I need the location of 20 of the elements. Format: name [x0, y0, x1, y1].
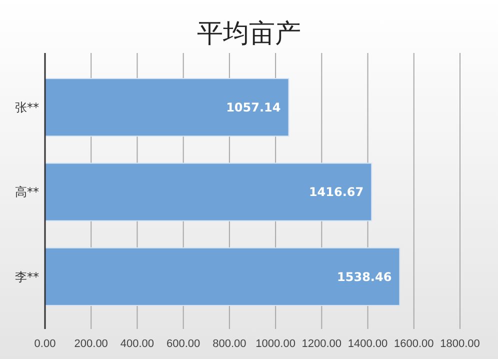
- y-tick-label: 高**: [15, 185, 39, 200]
- y-tick-label: 张**: [15, 100, 39, 115]
- data-label: 1416.67: [308, 185, 364, 200]
- x-tick-label: 0.00: [34, 338, 56, 350]
- x-tick-label: 800.00: [212, 338, 246, 350]
- bar: [44, 78, 290, 137]
- chart-title: 平均亩产: [197, 19, 301, 49]
- x-tick-label: 200.00: [74, 338, 108, 350]
- data-label: 1057.14: [226, 100, 281, 115]
- x-tick-label: 1600.00: [394, 338, 434, 350]
- bar: [44, 162, 372, 222]
- x-tick-label: 600.00: [166, 338, 200, 350]
- x-tick-label: 1000.00: [256, 338, 296, 350]
- y-tick-label: 李**: [15, 270, 39, 284]
- x-tick-label: 1200.00: [302, 338, 342, 350]
- data-label: 1538.46: [337, 270, 392, 284]
- bar: [44, 247, 400, 306]
- x-tick-label: 1800.00: [440, 338, 480, 350]
- x-tick-label: 1400.00: [348, 338, 388, 350]
- x-tick-label: 400.00: [120, 338, 154, 350]
